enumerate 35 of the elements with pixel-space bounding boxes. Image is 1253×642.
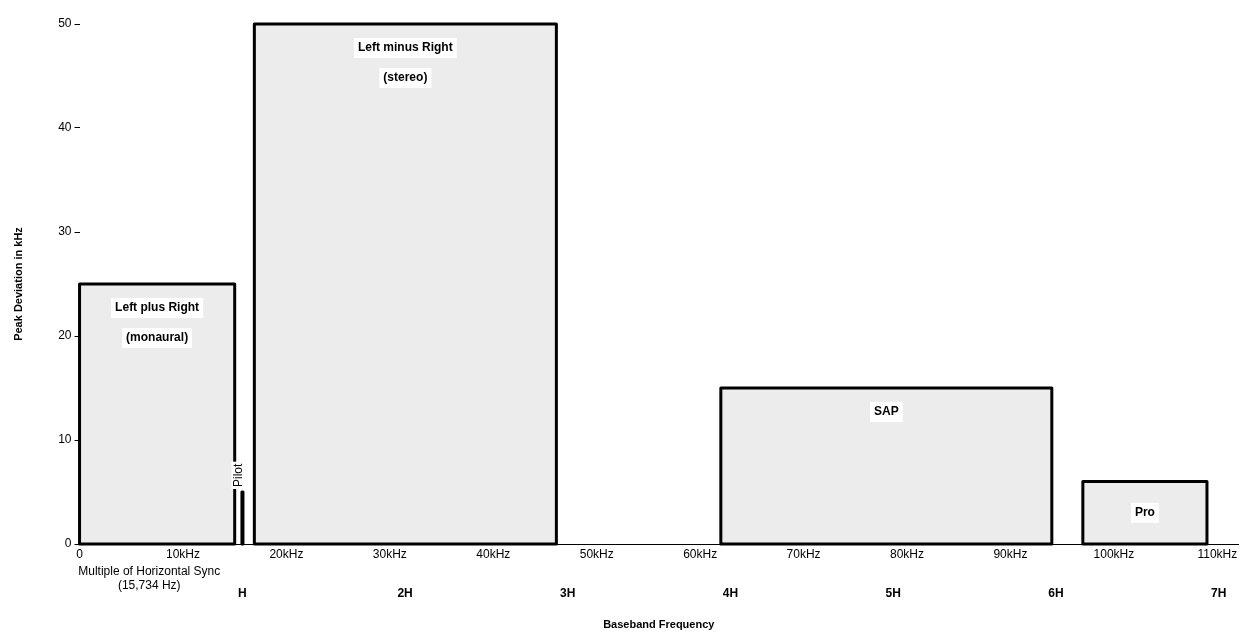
annotation: (monaural): [126, 330, 189, 345]
y-tick-label: 20: [58, 328, 72, 343]
x2-tick-label: 2H: [397, 585, 413, 600]
annotation: SAP: [873, 404, 899, 419]
y-tick-label: 0: [64, 536, 72, 551]
x-tick-label: 50kHz: [579, 546, 614, 561]
x2-tick-label: 7H: [1211, 585, 1227, 600]
annotation: Left minus Right: [358, 40, 453, 55]
x2-tick-label: 5H: [885, 585, 901, 600]
x-tick-label: 70kHz: [786, 546, 821, 561]
x-tick-label: 90kHz: [993, 546, 1028, 561]
x-tick-label: 110kHz: [1197, 546, 1238, 561]
y-tick-label: 50: [58, 16, 72, 31]
x2-tick-label: 3H: [560, 585, 576, 600]
x2-tick-label: 6H: [1048, 585, 1064, 600]
x-tick-label: 40kHz: [476, 546, 511, 561]
x-axis-title: Baseband Frequency: [603, 618, 716, 631]
y-tick-label: 10: [58, 432, 72, 447]
y-tick-label: 30: [58, 224, 72, 239]
x-tick-label: 10kHz: [165, 546, 200, 561]
x-tick-label: 60kHz: [683, 546, 718, 561]
x-tick-label: 0: [76, 546, 84, 561]
x-tick-label: 30kHz: [372, 546, 407, 561]
x2-tick-label: 4H: [722, 585, 739, 600]
annotation: (stereo): [383, 70, 428, 85]
x2-axis-title: Multiple of Horizontal Sync (15,734 Hz): [78, 563, 221, 592]
y-axis-title: Peak Deviation in kHz: [11, 226, 24, 341]
x2-tick-label: H: [237, 585, 247, 600]
annotation: Left plus Right: [115, 300, 200, 315]
y-tick-label: 40: [58, 120, 72, 135]
annotation: Pilot: [230, 462, 245, 487]
x-tick-label: 100kHz: [1093, 546, 1135, 561]
annotation: Pro: [1134, 505, 1155, 520]
x-tick-label: 80kHz: [890, 546, 925, 561]
x-tick-label: 20kHz: [269, 546, 304, 561]
